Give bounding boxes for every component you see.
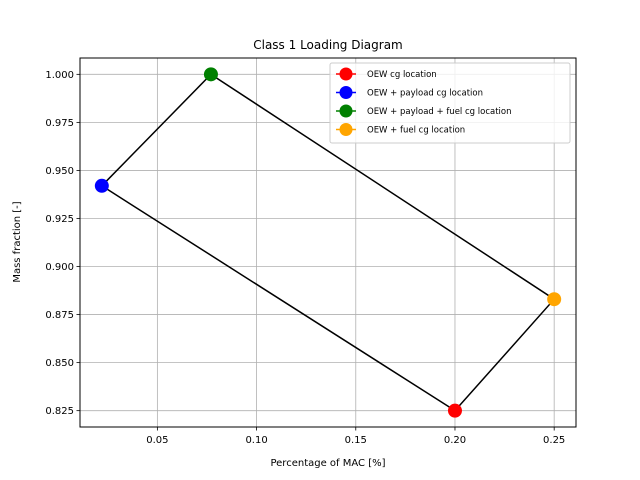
x-axis-label: Percentage of MAC [%] — [270, 458, 385, 469]
legend-marker-1 — [339, 86, 353, 99]
legend-box — [329, 62, 571, 144]
data-point-series-1 — [94, 178, 109, 193]
x-tick-label: 0.25 — [543, 435, 565, 446]
data-points — [94, 67, 562, 418]
x-tick-label: 0.05 — [146, 435, 168, 446]
data-point-series-0 — [447, 403, 462, 418]
plot-frame — [79, 57, 577, 428]
x-axis-ticks: 0.05 0.10 0.15 0.20 0.25 — [146, 427, 565, 446]
y-tick-label: 0.825 — [45, 406, 74, 417]
legend-marker-2 — [339, 104, 353, 118]
y-tick-label: 1.000 — [45, 70, 74, 81]
x-tick-label: 0.10 — [245, 435, 267, 446]
x-tick-label: 0.15 — [345, 435, 367, 446]
y-axis-label: Mass fraction [-] — [12, 201, 23, 282]
legend-label-3: OEW + fuel cg location — [367, 126, 465, 136]
y-tick-label: 0.950 — [45, 166, 74, 177]
data-point-series-2 — [203, 67, 218, 82]
legend-label-1: OEW + payload cg location — [367, 89, 483, 99]
legend-marker-3 — [339, 123, 353, 136]
y-axis-ticks: 0.825 0.850 0.875 0.900 0.925 0.950 0.975 1.000 — [45, 70, 80, 417]
chart-title: Class 1 Loading Diagram — [253, 38, 403, 52]
y-tick-label: 0.975 — [45, 118, 74, 129]
legend-label-2: OEW + payload + fuel cg location — [367, 107, 512, 117]
y-tick-label: 0.875 — [45, 310, 74, 321]
y-tick-label: 0.850 — [45, 358, 74, 369]
legend: OEW cg location OEW + payload cg location… — [329, 62, 571, 144]
data-point-series-3 — [547, 292, 562, 307]
y-tick-label: 0.925 — [45, 214, 74, 225]
x-tick-label: 0.20 — [444, 435, 466, 446]
legend-label-0: OEW cg location — [367, 70, 437, 80]
y-tick-label: 0.900 — [45, 262, 74, 273]
legend-marker-0 — [339, 67, 353, 81]
